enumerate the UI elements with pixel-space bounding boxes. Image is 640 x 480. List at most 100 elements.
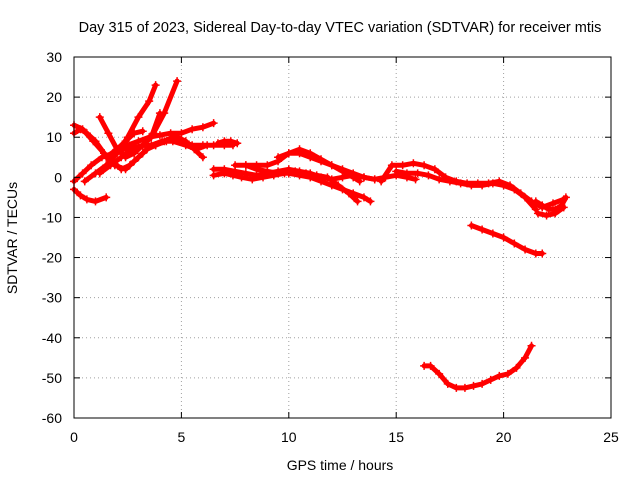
y-axis-label: SDTVAR / TECUs <box>4 182 20 294</box>
plot-frame <box>73 56 612 419</box>
data-point <box>370 175 379 184</box>
data-point <box>125 161 134 170</box>
data-point <box>91 137 100 146</box>
data-point <box>121 153 130 162</box>
data-point <box>284 169 293 178</box>
data-point <box>78 169 87 178</box>
data-point <box>95 169 104 178</box>
x-tick-label: 25 <box>603 429 619 445</box>
data-point <box>274 153 283 162</box>
x-tick-label: 5 <box>178 429 186 445</box>
data-point <box>478 379 487 388</box>
data-point <box>317 157 326 166</box>
data-point <box>306 173 315 182</box>
data-point <box>155 131 164 140</box>
data-point <box>76 125 85 134</box>
series-trace <box>535 204 567 218</box>
data-point <box>151 81 160 90</box>
data-point <box>499 233 508 242</box>
data-point <box>443 379 452 388</box>
data-point <box>510 185 519 194</box>
data-point <box>538 201 547 210</box>
data-point <box>409 159 418 168</box>
data-point <box>510 239 519 248</box>
data-point <box>91 197 100 206</box>
data-point <box>138 127 147 136</box>
data-point <box>478 225 487 234</box>
data-point <box>521 353 530 362</box>
data-point <box>503 369 512 378</box>
data-point <box>95 113 104 122</box>
y-tick-label: 30 <box>46 49 62 65</box>
data-point <box>426 361 435 370</box>
x-tick-label: 20 <box>496 429 512 445</box>
data-point <box>80 177 89 186</box>
data-point <box>198 141 207 150</box>
y-tick-label: 10 <box>46 129 62 145</box>
data-point <box>521 245 530 254</box>
data-point <box>155 109 164 118</box>
data-point <box>527 341 536 350</box>
data-point <box>398 161 407 170</box>
data-point <box>209 119 218 128</box>
data-point <box>112 145 121 154</box>
data-point <box>134 153 143 162</box>
data-point <box>82 129 91 138</box>
data-point <box>241 169 250 178</box>
data-point <box>542 211 551 220</box>
data-point <box>551 209 560 218</box>
data-point <box>198 123 207 132</box>
data-point <box>366 197 375 206</box>
data-point <box>130 129 139 138</box>
data-point <box>495 371 504 380</box>
series-arc-21 <box>420 341 536 392</box>
x-axis-label: GPS time / hours <box>287 457 394 473</box>
data-point <box>411 175 420 184</box>
data-point <box>151 141 160 150</box>
data-point <box>377 177 386 186</box>
data-point <box>478 181 487 190</box>
data-point <box>486 375 495 384</box>
y-tick-label: -20 <box>42 250 62 266</box>
y-tick-label: -10 <box>42 209 62 225</box>
data-point <box>338 165 347 174</box>
series-trace <box>275 150 378 182</box>
data-point <box>226 137 235 146</box>
data-point <box>209 165 218 174</box>
data-point <box>549 199 558 208</box>
data-point <box>531 197 540 206</box>
data-point <box>499 181 508 190</box>
series-arc-13 <box>231 161 375 206</box>
data-point <box>445 177 454 186</box>
data-point <box>220 165 229 174</box>
data-point <box>173 77 182 86</box>
data-point <box>306 153 315 162</box>
data-point <box>145 133 154 142</box>
data-point <box>353 197 362 206</box>
series-trace <box>421 343 534 391</box>
data-point <box>327 181 336 190</box>
data-point <box>121 137 130 146</box>
data-point <box>327 161 336 170</box>
data-point <box>209 141 218 150</box>
series-arc-17 <box>392 167 540 214</box>
data-point <box>188 125 197 134</box>
data-point <box>559 203 568 212</box>
data-point <box>355 177 364 186</box>
data-point <box>456 179 465 188</box>
data-point <box>533 209 542 218</box>
series-arc-4 <box>70 185 111 206</box>
data-point <box>190 145 199 154</box>
data-point <box>263 161 272 170</box>
y-tick-label: -40 <box>42 330 62 346</box>
data-point <box>134 113 143 122</box>
data-point <box>177 129 186 138</box>
data-point <box>435 175 444 184</box>
data-point <box>521 193 530 202</box>
y-tick-label: -50 <box>42 370 62 386</box>
data-point <box>349 189 358 198</box>
data-point <box>102 193 111 202</box>
grid <box>74 57 611 418</box>
data-point <box>359 193 368 202</box>
